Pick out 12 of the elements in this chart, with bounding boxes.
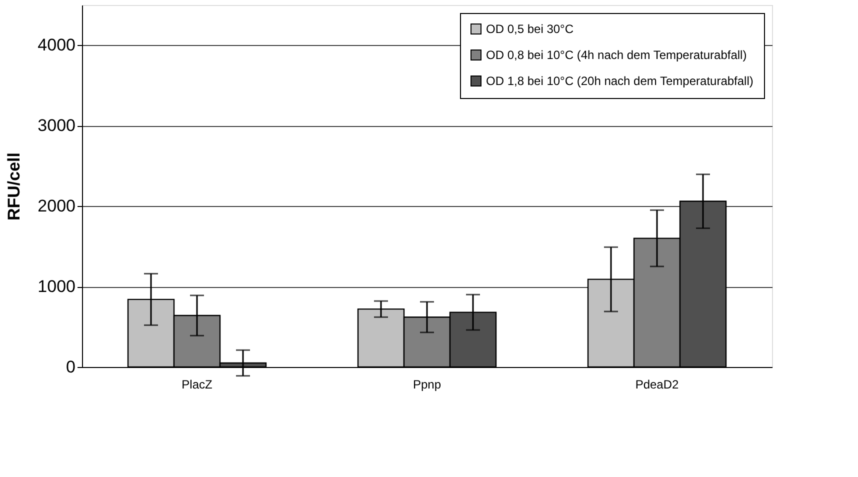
x-tick-label: PlacZ (182, 378, 212, 392)
y-tick-label: 3000 (38, 116, 76, 136)
y-tick-label: 0 (66, 358, 76, 376)
y-tick-label: 4000 (38, 36, 76, 55)
x-tick-label: PdeaD2 (635, 378, 680, 392)
legend-label: OD 1,8 bei 10°C (20h nach dem Temperaturabfall) (486, 74, 754, 88)
legend-label: OD 0,5 bei 30°C (486, 22, 574, 36)
y-axis-title: RFU/cell (4, 152, 24, 221)
legend-label: OD 0,8 bei 10°C (4h nach dem Temperaturabfall) (486, 48, 747, 62)
y-tick-label: 2000 (38, 196, 76, 216)
x-tick-label: Ppnp (412, 378, 442, 392)
y-tick-label: 1000 (38, 277, 76, 296)
